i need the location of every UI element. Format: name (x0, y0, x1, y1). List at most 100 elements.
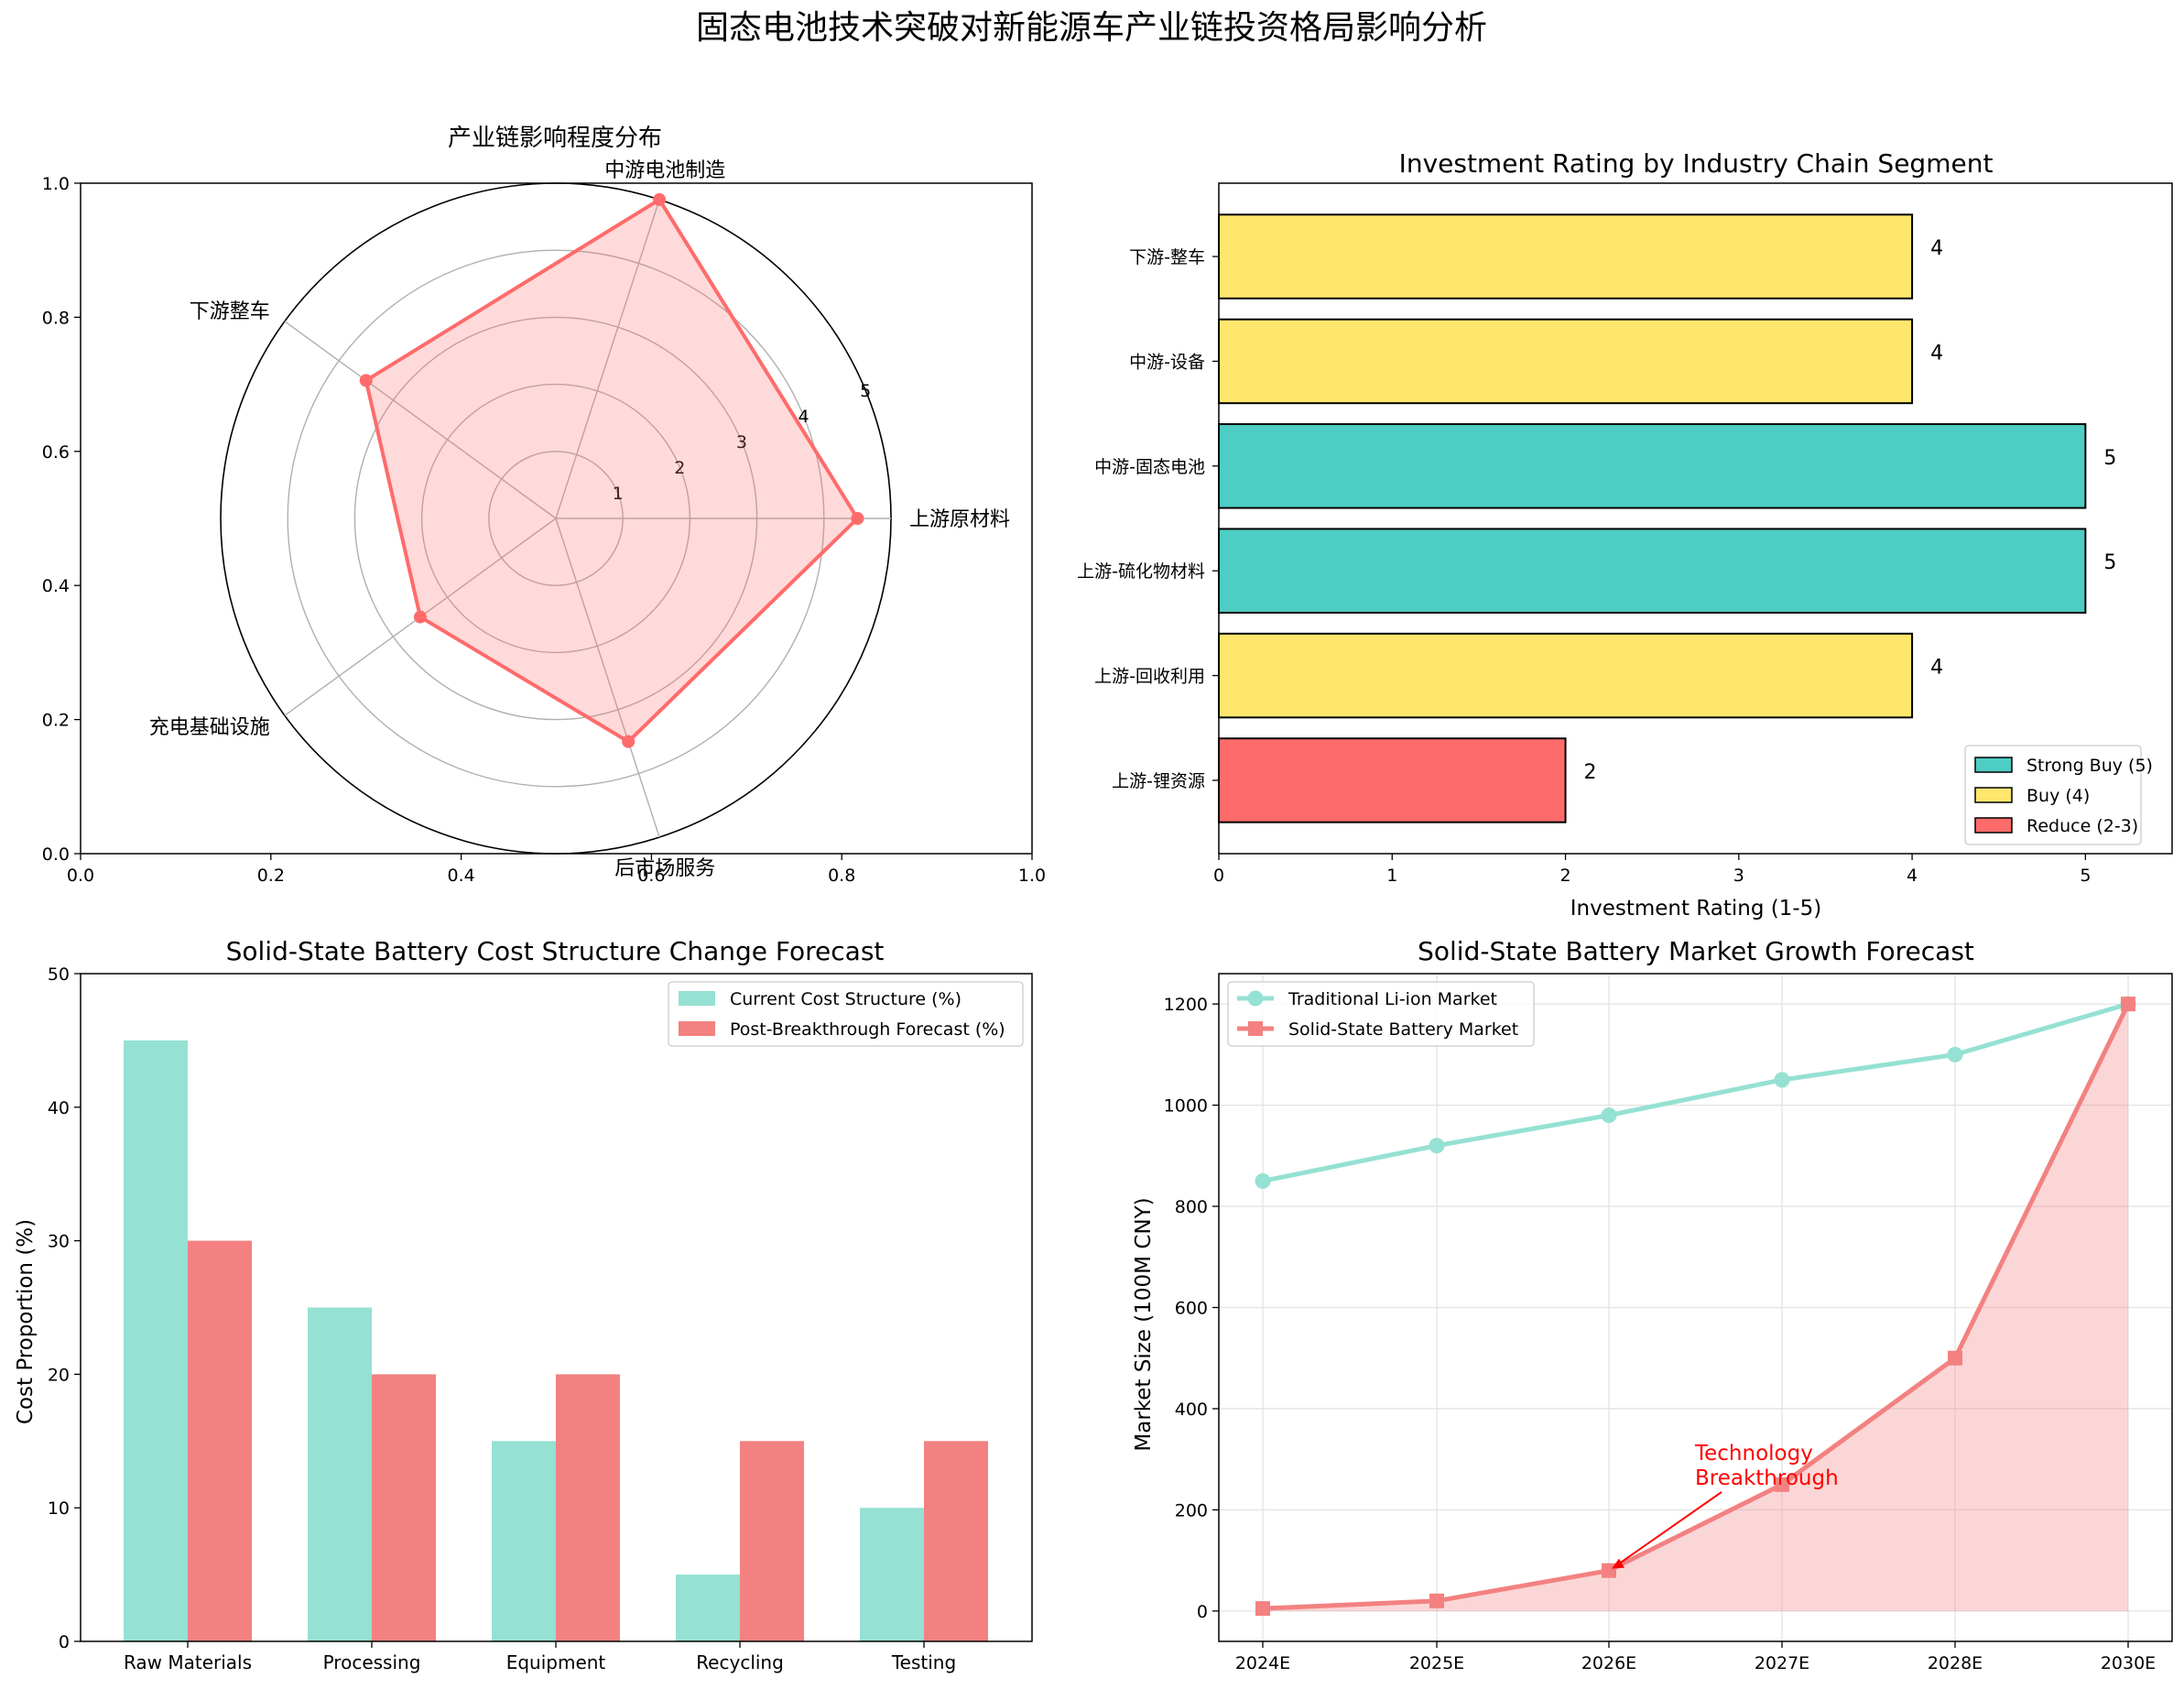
market-point (1429, 1593, 1444, 1608)
cost-bar (556, 1374, 620, 1641)
radar-radial-tick: 2 (674, 458, 685, 478)
rating-bar (1218, 318, 1914, 405)
rating-legend-label: Reduce (2-3) (2026, 816, 2138, 836)
market-point (1255, 1172, 1271, 1189)
radar-frame-xtick-label: 0.6 (637, 866, 665, 886)
radar-frame-ytick-label: 1.0 (42, 174, 70, 194)
rating-value-label: 5 (2103, 551, 2116, 574)
cost-bar (676, 1575, 740, 1641)
cost-ytick-label: 40 (48, 1098, 70, 1118)
cost-legend-box (668, 981, 1024, 1047)
rating-category-label: 下游-整车 (1129, 247, 1205, 267)
market-point (1255, 1601, 1270, 1617)
market-xtick-label: 2025E (1409, 1653, 1464, 1673)
market-ytick-label: 600 (1175, 1299, 1208, 1319)
market-ytick-label: 400 (1175, 1400, 1208, 1420)
rating-value-label: 4 (1930, 237, 1943, 260)
cost-bar (372, 1374, 436, 1641)
rating-xtick-label: 4 (1907, 866, 1918, 886)
market-legend-box (1227, 981, 1535, 1047)
cost-category-label: Recycling (696, 1651, 784, 1673)
market-ytick-label: 0 (1197, 1602, 1208, 1622)
cost-chart: Solid-State Battery Cost Structure Chang… (14, 936, 1033, 1673)
radar-radial-tick: 3 (736, 432, 747, 452)
radar-category-label: 后市场服务 (614, 857, 715, 880)
cost-title: Solid-State Battery Cost Structure Chang… (226, 936, 885, 966)
rating-xtick-label: 0 (1213, 866, 1224, 886)
radar-frame-xtick-label: 0.4 (447, 866, 474, 886)
market-annotation-arrow (1614, 1491, 1722, 1568)
rating-category-label: 中游-设备 (1129, 352, 1205, 372)
radar-category-label: 上游原材料 (909, 508, 1010, 531)
rating-bar (1218, 632, 1914, 719)
market-xtick-label: 2027E (1755, 1653, 1809, 1673)
radar-frame-ytick-label: 0.2 (42, 711, 70, 731)
rating-frame (1218, 182, 2173, 855)
market-title: Solid-State Battery Market Growth Foreca… (1418, 936, 1974, 966)
market-point (1774, 1072, 1790, 1088)
market-xtick-label: 2026E (1581, 1653, 1636, 1673)
cost-legend: Current Cost Structure (%) Post-Breakthro… (668, 981, 1024, 1047)
market-annotation-arrowhead (1612, 1558, 1624, 1569)
radar-radial-tick: 1 (613, 484, 624, 504)
rating-value-label: 5 (2103, 447, 2116, 470)
cost-legend-swatch (679, 991, 715, 1006)
rating-legend-swatch (1974, 787, 2013, 803)
cost-frame (80, 973, 1033, 1642)
rating-value-label: 2 (1584, 761, 1597, 784)
radar-title: 产业链影响程度分布 (448, 125, 662, 152)
rating-bar (1218, 423, 2087, 509)
market-legend: Traditional Li-ion Market Solid-State Bat… (1227, 981, 1535, 1047)
market-legend-marker (1248, 1021, 1263, 1036)
cost-legend-label: Current Cost Structure (%) (730, 989, 962, 1009)
radar-frame-ytick-label: 0.0 (42, 844, 70, 865)
market-point (1429, 1138, 1445, 1154)
radar-radial-tick: 5 (860, 381, 871, 401)
figure-title: 固态电池技术突破对新能源车产业链投资格局影响分析 (696, 9, 1487, 47)
rating-value-label: 4 (1930, 342, 1943, 365)
cost-ytick-label: 0 (59, 1632, 70, 1652)
radar-frame-xtick-label: 0.0 (67, 866, 94, 886)
radar-spoke (284, 321, 557, 519)
market-legend-marker (1247, 990, 1264, 1007)
market-ytick-label: 1000 (1164, 1096, 1208, 1117)
cost-ylabel: Cost Proportion (%) (14, 1219, 38, 1424)
rating-legend-label: Buy (4) (2026, 786, 2090, 806)
market-ytick-label: 800 (1175, 1197, 1208, 1217)
rating-xtick-label: 3 (1733, 866, 1744, 886)
cost-ytick-label: 20 (48, 1365, 70, 1385)
market-ylabel: Market Size (100M CNY) (1132, 1197, 1156, 1451)
rating-category-label: 上游-锂资源 (1112, 771, 1205, 791)
market-xtick-label: 2024E (1235, 1653, 1290, 1673)
cost-legend-swatch (679, 1021, 715, 1036)
market-solid-state-area (1263, 1004, 2128, 1611)
cost-category-label: Equipment (506, 1651, 606, 1673)
market-legend-label: Solid-State Battery Market (1288, 1019, 1518, 1040)
cost-bar (308, 1307, 372, 1641)
rating-value-label: 4 (1930, 657, 1943, 680)
market-annotation-text: Breakthrough (1695, 1466, 1839, 1490)
rating-xtick-label: 5 (2080, 866, 2091, 886)
radar-category-label: 充电基础设施 (149, 716, 270, 739)
cost-bar (492, 1441, 556, 1641)
rating-bar (1218, 737, 1567, 823)
rating-title: Investment Rating by Industry Chain Segm… (1399, 148, 1994, 179)
cost-bar (124, 1040, 188, 1641)
market-ytick-label: 1200 (1164, 995, 1208, 1015)
rating-category-label: 中游-固态电池 (1094, 457, 1205, 477)
cost-ytick-label: 10 (48, 1498, 70, 1519)
cost-ytick-label: 30 (48, 1232, 70, 1252)
radar-category-label: 中游电池制造 (604, 159, 725, 182)
rating-bar (1218, 213, 1914, 300)
radar-frame-xtick-label: 0.8 (828, 866, 855, 886)
cost-ytick-label: 50 (48, 964, 70, 985)
market-xtick-label: 2028E (1928, 1653, 1983, 1673)
cost-bar (860, 1508, 924, 1641)
radar-frame-ytick-label: 0.8 (42, 308, 70, 328)
radar-frame-ytick-label: 0.4 (42, 576, 70, 596)
rating-xlabel: Investment Rating (1-5) (1570, 897, 1822, 921)
market-chart: Solid-State Battery Market Growth Foreca… (1132, 936, 2173, 1673)
market-point (1602, 1563, 1616, 1578)
cost-bar (188, 1240, 252, 1641)
market-point (2121, 997, 2135, 1012)
